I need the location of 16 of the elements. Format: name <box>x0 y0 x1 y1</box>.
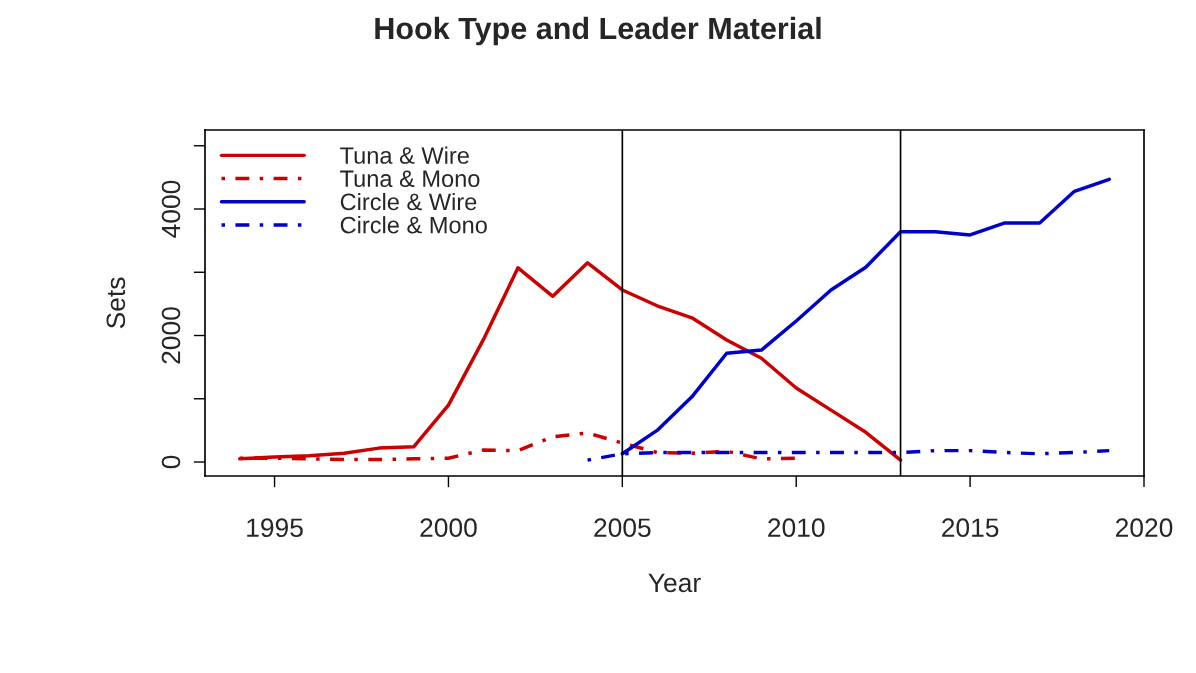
x-tick-label: 1995 <box>247 518 303 538</box>
legend-label: Tuna & Mono <box>340 170 480 188</box>
legend-label: Circle & Wire <box>340 192 477 211</box>
x-axis-title: Year <box>648 573 701 593</box>
y-tick-label: 2000 <box>161 307 181 364</box>
chart-title: Hook Type and Leader Material <box>375 16 821 46</box>
x-tick-label: 2015 <box>942 518 999 538</box>
x-tick-label: 2000 <box>420 518 477 538</box>
y-tick-label: 4000 <box>161 180 181 238</box>
y-axis-title: Sets <box>106 277 126 329</box>
x-tick-label: 2020 <box>1115 518 1173 538</box>
x-tick-label: 2010 <box>768 518 825 538</box>
x-tick-label: 2005 <box>594 518 651 538</box>
legend-label: Tuna & Wire <box>340 146 469 164</box>
y-tick-label: 0 <box>161 455 181 469</box>
legend-label: Circle & Mono <box>340 216 487 234</box>
